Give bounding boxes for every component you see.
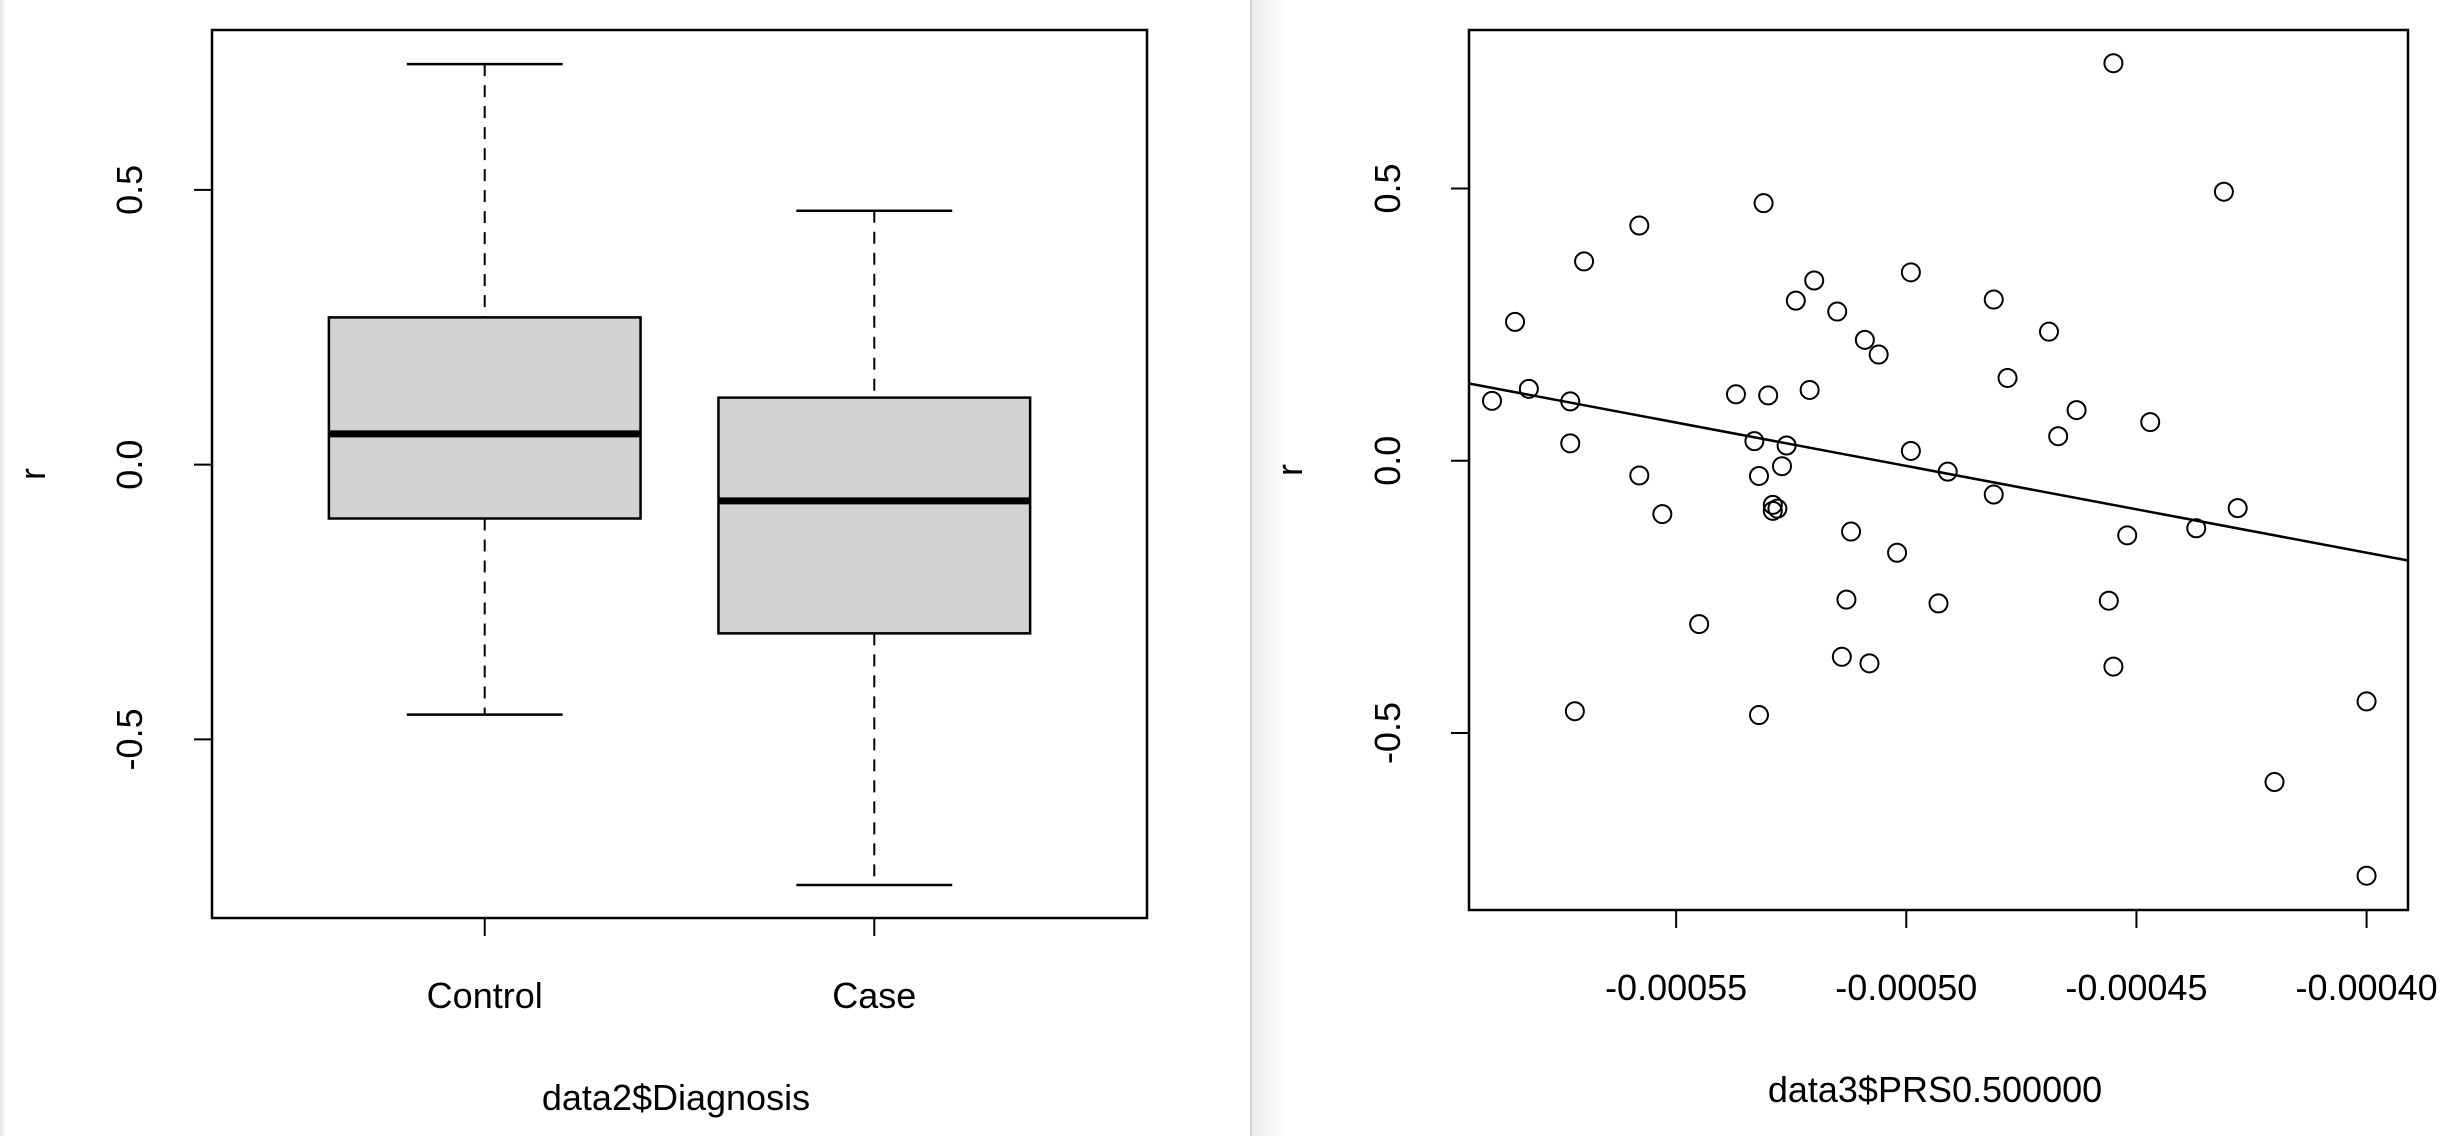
scatter-point bbox=[1689, 614, 1710, 635]
scatter-point bbox=[1868, 344, 1889, 365]
scatter-point bbox=[1772, 456, 1792, 477]
y-tick-label: 0.5 bbox=[1367, 163, 1408, 213]
scatter-point bbox=[1518, 378, 1539, 399]
scatter-point bbox=[2038, 321, 2059, 342]
scatter-point bbox=[1804, 270, 1825, 291]
y-tick-label: 0.0 bbox=[1367, 436, 1408, 486]
x-tick-label-control: Control bbox=[427, 975, 543, 1016]
panel-divider-shadow bbox=[1252, 0, 1286, 1136]
box-control bbox=[327, 316, 642, 520]
scatter-point bbox=[1997, 367, 2018, 388]
y-tick-label: -0.5 bbox=[1367, 702, 1408, 764]
x-tick-label: -0.00055 bbox=[1605, 967, 1747, 1008]
scatter-point bbox=[2264, 772, 2285, 793]
scatter-point bbox=[1564, 701, 1585, 722]
scatter-point bbox=[1753, 193, 1774, 214]
scatter-point bbox=[2048, 426, 2069, 447]
scatter-point bbox=[2103, 53, 2124, 74]
scatter-point bbox=[1748, 465, 1769, 486]
x-tick-label: -0.00050 bbox=[1835, 967, 1977, 1008]
y-tick-label: 0.5 bbox=[109, 165, 150, 215]
boxplot-y-axis-title: r bbox=[12, 468, 53, 480]
boxplot-y-axis: -0.5 0.0 0.5 bbox=[109, 165, 213, 770]
scatter-point bbox=[2103, 656, 2124, 677]
scatter-panel: -0.50.00.5 -0.00055 -0.00050 -0.00045 -0.00… bbox=[1269, 28, 2438, 1110]
scatter-x-axis-title: data3$PRS0.500000 bbox=[1768, 1069, 2102, 1110]
scatter-point bbox=[1725, 384, 1746, 405]
scatter-point bbox=[1482, 390, 1503, 411]
scatter-point bbox=[2227, 498, 2248, 519]
box-case bbox=[717, 396, 1032, 635]
scatter-point bbox=[1887, 542, 1908, 563]
panel-divider[interactable] bbox=[1250, 0, 1252, 1136]
scatter-point bbox=[2098, 590, 2119, 611]
scatter-point bbox=[1859, 653, 1880, 674]
scatter-point bbox=[1799, 379, 1820, 400]
scatter-point bbox=[1574, 251, 1595, 272]
scatter-point bbox=[1831, 646, 1852, 667]
scatter-point bbox=[1900, 440, 1921, 461]
boxplot-x-axis-title: data2$Diagnosis bbox=[542, 1077, 810, 1118]
scatter-point bbox=[2213, 181, 2234, 202]
scatter-point bbox=[1854, 329, 1875, 350]
scatter-point bbox=[1505, 311, 1526, 332]
scatter-x-axis: -0.00055 -0.00050 -0.00045 -0.00040 bbox=[1605, 909, 2438, 1008]
left-panel-edge bbox=[0, 0, 6, 1136]
scatter-point bbox=[1744, 431, 1765, 452]
scatter-point bbox=[1758, 385, 1779, 406]
scatter-point bbox=[1928, 593, 1949, 614]
boxplot-panel: -0.5 0.0 0.5 Control Case data2$Diagnosis r bbox=[12, 28, 1149, 1118]
y-tick-label: 0.0 bbox=[109, 440, 150, 490]
scatter-point bbox=[2066, 400, 2087, 421]
scatter-point bbox=[1841, 521, 1862, 542]
scatter-point bbox=[1836, 589, 1857, 610]
scatter-point bbox=[1629, 465, 1650, 486]
scatter-point bbox=[1748, 705, 1769, 726]
scatter-point bbox=[1762, 494, 1783, 515]
scatter-point bbox=[2186, 518, 2207, 539]
y-tick-label: -0.5 bbox=[109, 708, 150, 770]
boxplot-x-axis: Control Case bbox=[427, 917, 916, 1016]
scatter-point bbox=[1983, 484, 2004, 505]
scatter-point bbox=[1983, 289, 2004, 310]
scatter-point bbox=[1560, 433, 1581, 454]
x-tick-label: -0.00040 bbox=[2296, 967, 2438, 1008]
scatter-y-axis-title: r bbox=[1269, 464, 1310, 476]
scatter-point bbox=[1827, 301, 1848, 322]
scatter-point bbox=[1785, 290, 1806, 311]
scatter-y-axis: -0.5 0.0 0.5 bbox=[1367, 163, 1470, 764]
scatter-point bbox=[2117, 525, 2138, 546]
scatter-point bbox=[1629, 215, 1650, 236]
boxplot-boxes bbox=[327, 62, 1032, 887]
scatter-point bbox=[1652, 504, 1673, 525]
x-tick-label-case: Case bbox=[832, 975, 916, 1016]
scatter-point bbox=[1900, 262, 1921, 283]
x-tick-label: -0.00045 bbox=[2065, 967, 2207, 1008]
scatter-point bbox=[2140, 412, 2161, 433]
scatter-point bbox=[2356, 691, 2377, 712]
scatter-point bbox=[1767, 498, 1788, 519]
scatter-regression-line bbox=[1468, 382, 2409, 562]
scatter-point bbox=[2356, 865, 2377, 886]
